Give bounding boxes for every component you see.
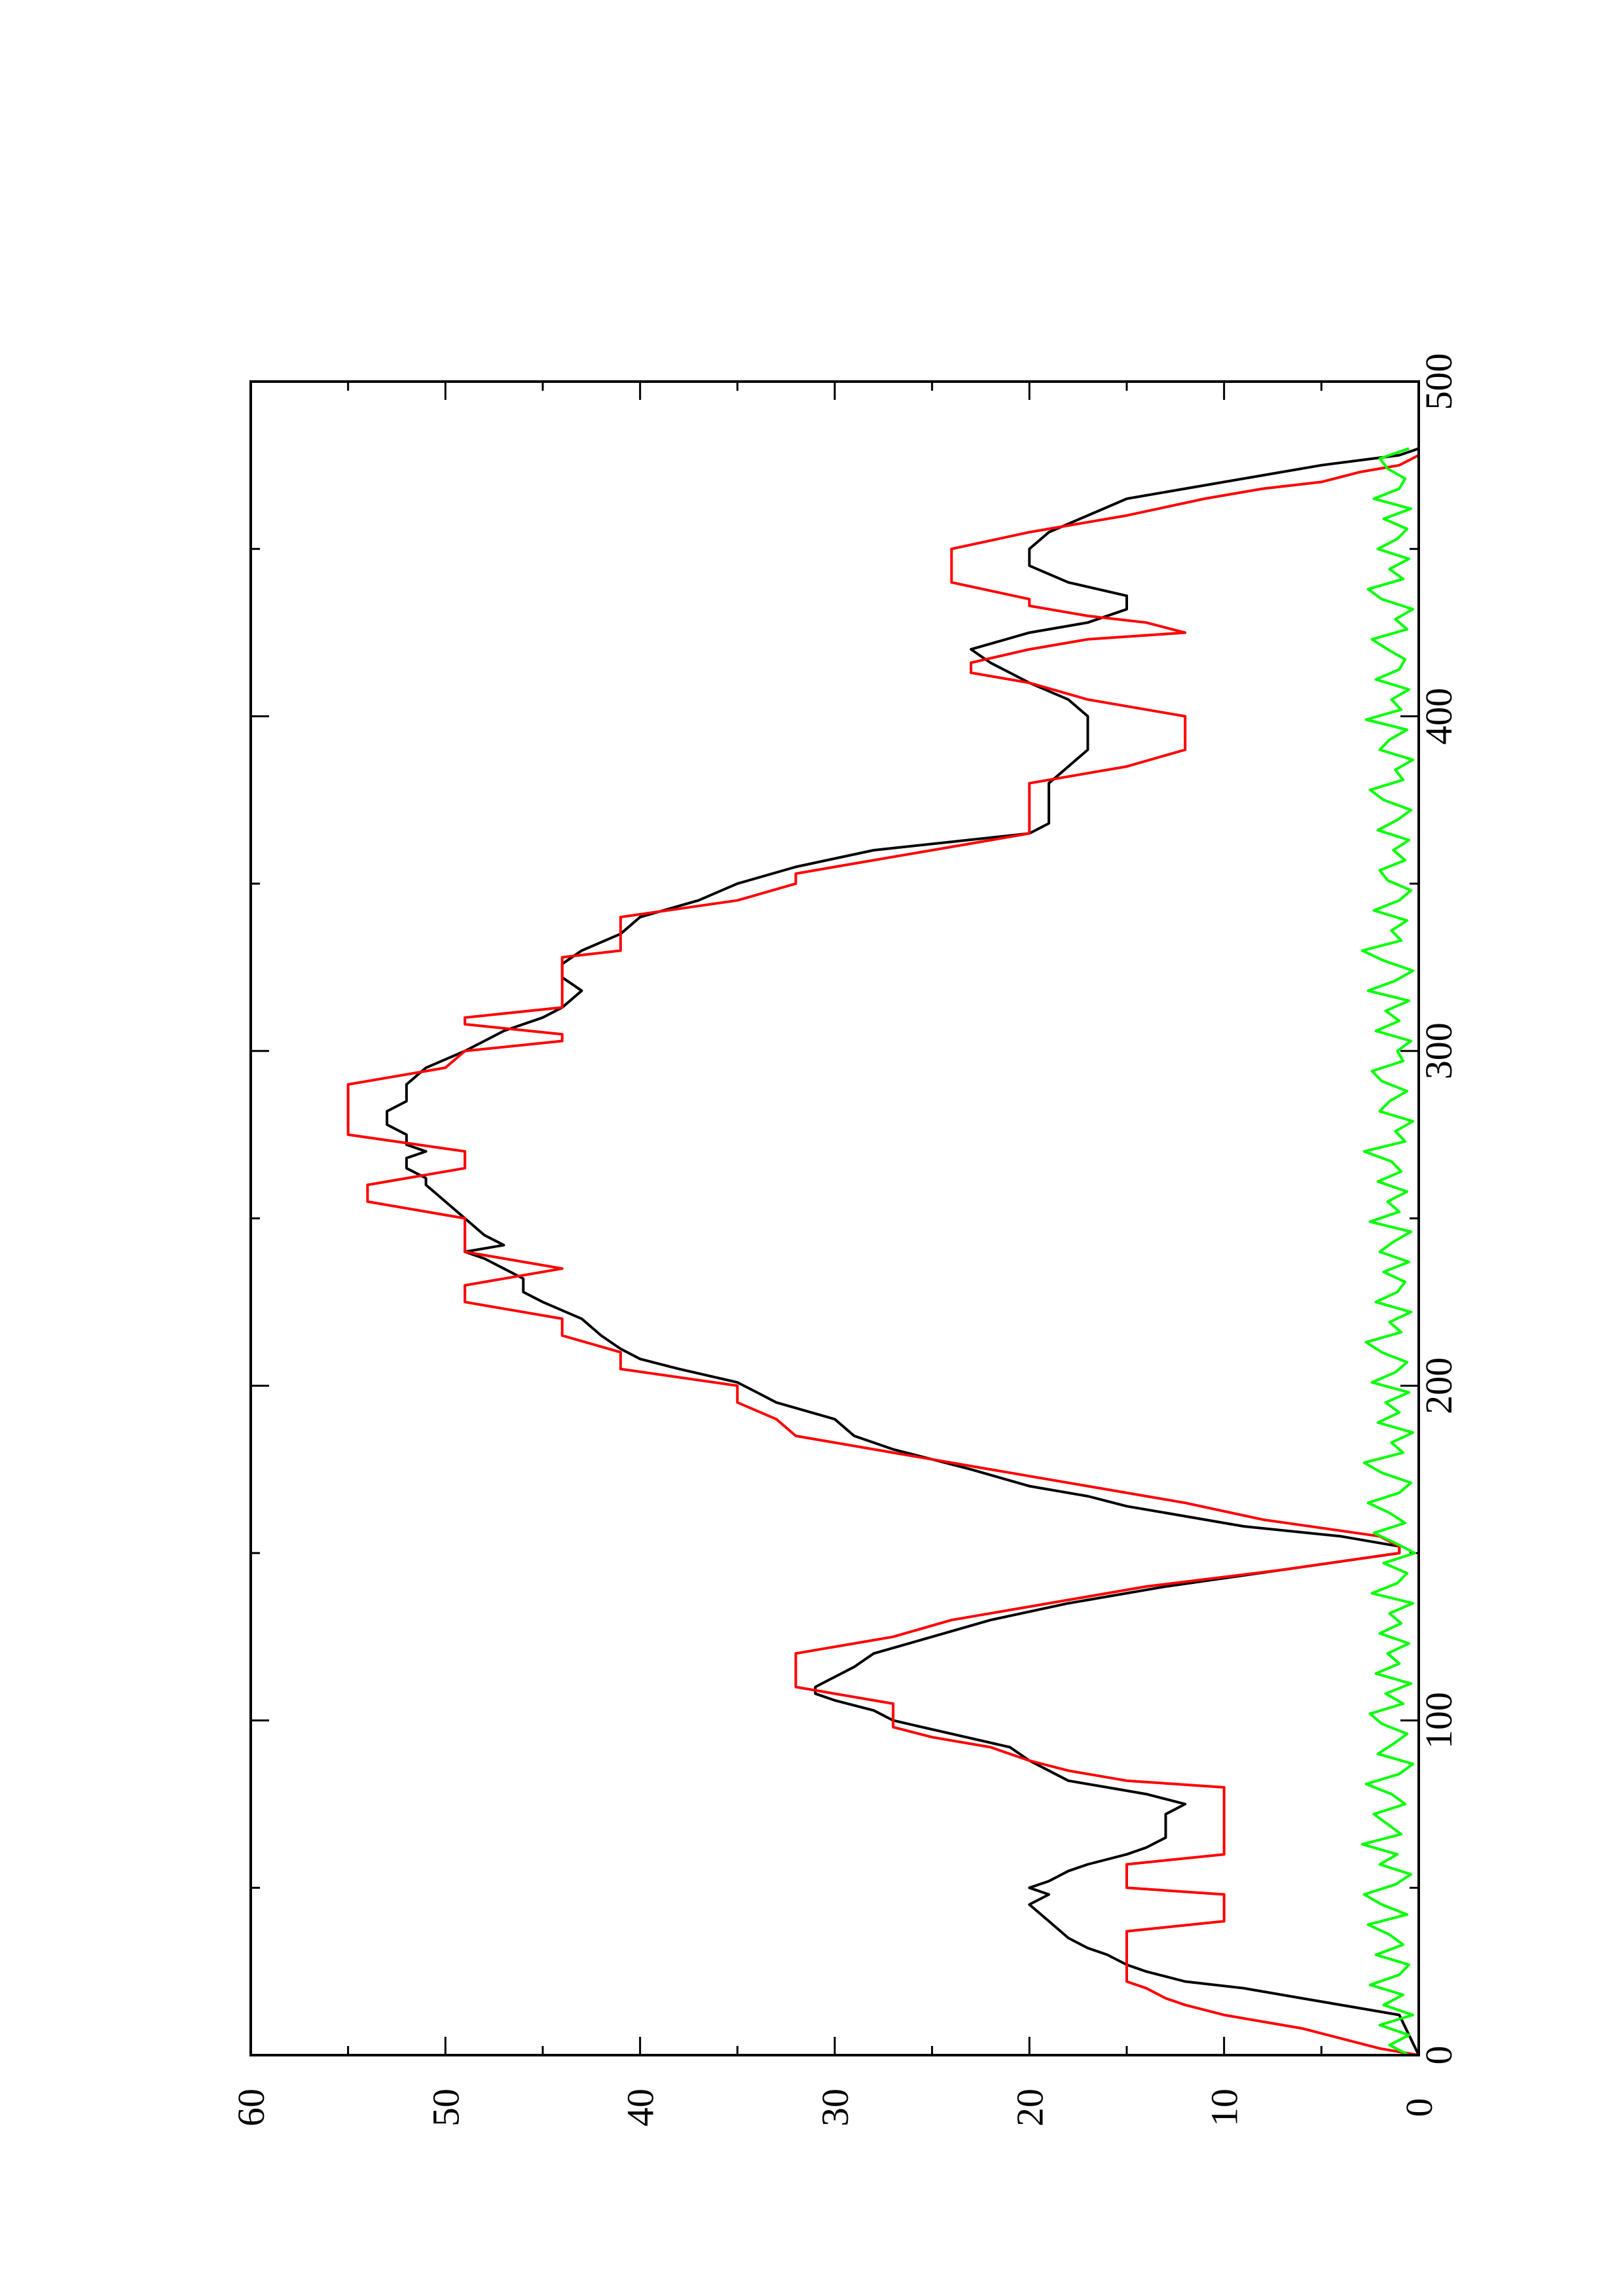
x-tick-label: 100 (1417, 1692, 1460, 1749)
x-tick-label: 300 (1417, 1022, 1460, 1079)
series-layer (346, 447, 1420, 2056)
x-tick-label: 0 (1417, 2046, 1460, 2065)
x-tick-label: 400 (1417, 688, 1460, 745)
y-tick-label: 60 (230, 2089, 272, 2126)
tick-marks (249, 380, 1420, 2056)
x-tick-label: 200 (1417, 1357, 1460, 1414)
y-tick-label: 40 (619, 2089, 662, 2126)
y-tick-label: 30 (814, 2089, 856, 2126)
red-series-line (346, 448, 1420, 2056)
x-tick-label: 500 (1417, 353, 1460, 410)
plot-frame (249, 380, 1420, 2056)
tick-labels: 0 100 200 300 400 500 0 10 20 30 40 50 60 (230, 353, 1460, 2127)
y-tick-label: 20 (1008, 2089, 1051, 2126)
green-series-line (1360, 447, 1417, 2056)
y-tick-label: 10 (1203, 2089, 1246, 2126)
y-tick-label: 0 (1398, 2098, 1440, 2117)
black-series-line (386, 447, 1420, 2056)
y-tick-label: 50 (424, 2089, 467, 2126)
